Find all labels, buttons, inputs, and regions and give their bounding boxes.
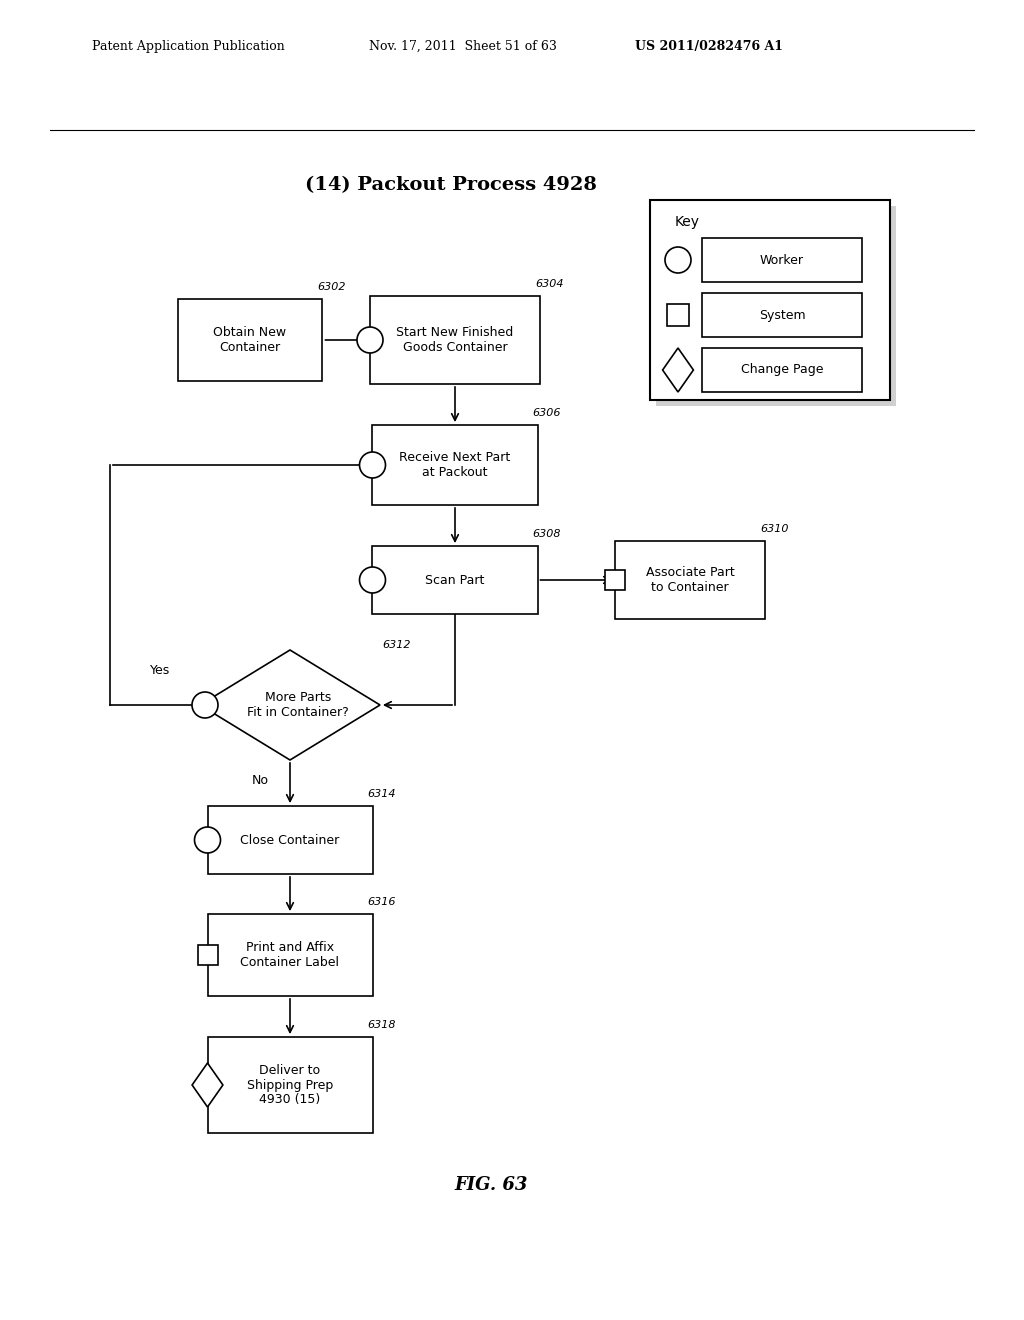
Polygon shape xyxy=(193,1063,223,1107)
Text: 6308: 6308 xyxy=(532,529,561,539)
Text: Patent Application Publication: Patent Application Publication xyxy=(92,40,285,53)
Circle shape xyxy=(357,327,383,352)
Polygon shape xyxy=(663,348,693,392)
Text: 6306: 6306 xyxy=(532,408,561,418)
FancyBboxPatch shape xyxy=(373,546,538,614)
Text: 6310: 6310 xyxy=(760,524,788,535)
FancyBboxPatch shape xyxy=(702,293,862,337)
FancyBboxPatch shape xyxy=(370,296,540,384)
Text: 6318: 6318 xyxy=(368,1020,396,1030)
Text: 6316: 6316 xyxy=(368,898,396,907)
FancyBboxPatch shape xyxy=(208,1038,373,1133)
Text: Yes: Yes xyxy=(150,664,170,676)
Text: Associate Part
to Container: Associate Part to Container xyxy=(645,566,734,594)
Text: Close Container: Close Container xyxy=(241,833,340,846)
Text: Print and Affix
Container Label: Print and Affix Container Label xyxy=(241,941,340,969)
Circle shape xyxy=(195,828,220,853)
FancyBboxPatch shape xyxy=(702,348,862,392)
FancyBboxPatch shape xyxy=(605,570,625,590)
FancyBboxPatch shape xyxy=(615,541,765,619)
FancyBboxPatch shape xyxy=(198,945,217,965)
FancyBboxPatch shape xyxy=(177,300,323,381)
Text: Change Page: Change Page xyxy=(740,363,823,376)
Text: 6312: 6312 xyxy=(382,640,411,649)
Text: 6314: 6314 xyxy=(368,789,396,799)
Text: Key: Key xyxy=(675,215,700,228)
FancyBboxPatch shape xyxy=(373,425,538,506)
FancyBboxPatch shape xyxy=(208,807,373,874)
FancyBboxPatch shape xyxy=(650,201,890,400)
FancyBboxPatch shape xyxy=(656,206,896,407)
Text: 6302: 6302 xyxy=(317,282,346,292)
Text: Receive Next Part
at Packout: Receive Next Part at Packout xyxy=(399,451,511,479)
Text: 6304: 6304 xyxy=(535,279,563,289)
FancyBboxPatch shape xyxy=(208,913,373,997)
Text: Start New Finished
Goods Container: Start New Finished Goods Container xyxy=(396,326,514,354)
Text: System: System xyxy=(759,309,805,322)
Circle shape xyxy=(359,451,385,478)
Text: US 2011/0282476 A1: US 2011/0282476 A1 xyxy=(635,40,783,53)
Text: Worker: Worker xyxy=(760,253,804,267)
Circle shape xyxy=(359,568,385,593)
FancyBboxPatch shape xyxy=(702,238,862,282)
Polygon shape xyxy=(200,649,380,760)
Text: Obtain New
Container: Obtain New Container xyxy=(213,326,287,354)
Text: Nov. 17, 2011  Sheet 51 of 63: Nov. 17, 2011 Sheet 51 of 63 xyxy=(369,40,556,53)
Circle shape xyxy=(191,692,218,718)
FancyBboxPatch shape xyxy=(667,304,689,326)
Circle shape xyxy=(665,247,691,273)
Text: No: No xyxy=(252,774,268,787)
Text: (14) Packout Process 4928: (14) Packout Process 4928 xyxy=(304,176,597,194)
Text: Scan Part: Scan Part xyxy=(425,573,484,586)
Text: More Parts
Fit in Container?: More Parts Fit in Container? xyxy=(247,690,349,719)
Text: Deliver to
Shipping Prep
4930 (15): Deliver to Shipping Prep 4930 (15) xyxy=(247,1064,333,1106)
Text: FIG. 63: FIG. 63 xyxy=(455,1176,528,1195)
